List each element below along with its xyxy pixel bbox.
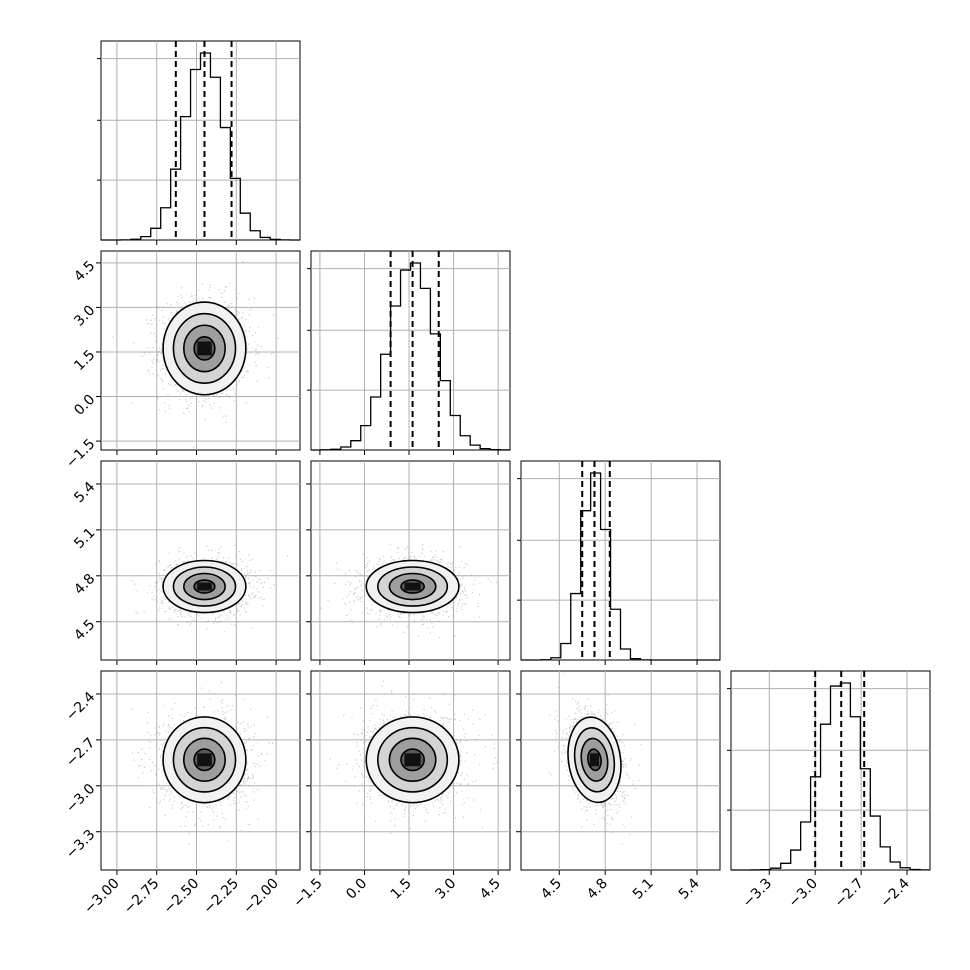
contour-line <box>162 559 247 614</box>
contour-line <box>400 579 425 594</box>
contour-line <box>365 559 460 614</box>
contour-line <box>193 748 216 772</box>
x-tick-label: −2.7 <box>832 876 867 911</box>
panel-1-0: −1.5 0.0 1.5 3.0 4.5 <box>63 250 301 471</box>
x-tick-label: −3.00 <box>81 876 123 918</box>
contour-line <box>182 572 226 601</box>
y-tick-label: 0.0 <box>71 392 98 419</box>
contour-line <box>573 727 616 793</box>
panel-1-1 <box>307 250 511 455</box>
x-tick-label: −3.0 <box>786 876 821 911</box>
contour-line <box>162 716 247 804</box>
x-tick-label: 3.0 <box>432 876 459 903</box>
x-tick-label: 5.1 <box>630 876 657 903</box>
density-core <box>589 753 600 767</box>
y-tick-label: −2.4 <box>63 689 98 724</box>
x-tick-label: −1.5 <box>290 876 325 911</box>
sample-points <box>329 680 498 834</box>
y-tick-label: 5.1 <box>71 525 98 552</box>
contour-line <box>182 737 226 783</box>
y-tick-label: 4.8 <box>71 571 98 598</box>
panel-0-0 <box>97 40 301 245</box>
contour-line <box>182 324 226 373</box>
sample-points <box>131 544 289 633</box>
contour-line <box>580 737 609 782</box>
histogram-0 <box>101 52 300 241</box>
x-tick-label: 5.4 <box>676 875 703 902</box>
x-tick-label: −2.00 <box>240 876 282 918</box>
panel-2-0: 4.5 4.8 5.1 5.4 <box>71 460 301 665</box>
x-tick-label: −2.75 <box>121 876 163 918</box>
x-tick-label: −3.3 <box>740 876 775 911</box>
contour-line <box>193 579 216 594</box>
panel-2-1 <box>306 460 511 665</box>
panel-3-0: −3.00−2.75−2.50−2.25−2.00 −3.3 −3.0 −2.7 −2.… <box>63 670 301 918</box>
density-core <box>404 753 421 767</box>
contour-line <box>162 301 247 396</box>
x-tick-label: −2.50 <box>161 876 203 918</box>
contour-line <box>193 336 216 361</box>
y-tick-label: −2.7 <box>63 735 98 770</box>
y-tick-label: 3.0 <box>71 302 98 329</box>
panel-3-2: 4.5 4.8 5.1 5.4 <box>516 670 721 903</box>
x-tick-label: −2.4 <box>878 875 913 910</box>
histogram-3 <box>731 682 930 871</box>
contour-line <box>377 726 449 793</box>
histogram-1 <box>311 262 510 451</box>
x-tick-label: 4.8 <box>584 876 611 903</box>
x-tick-label: 4.5 <box>538 876 565 903</box>
contour-line <box>587 748 602 772</box>
contour-line <box>365 716 460 804</box>
y-tick-label: −1.5 <box>63 436 98 471</box>
contour-line <box>172 312 237 384</box>
y-tick-label: 1.5 <box>71 347 98 374</box>
y-tick-label: 5.4 <box>71 479 98 506</box>
sample-points <box>131 681 274 845</box>
y-tick-label: −3.0 <box>63 781 98 816</box>
panel-2-2 <box>517 460 721 665</box>
contour-line <box>172 726 237 793</box>
contour-line <box>388 737 437 783</box>
contour-line <box>388 572 437 601</box>
x-tick-label: −2.25 <box>200 876 242 918</box>
x-tick-label: 4.5 <box>477 876 504 903</box>
y-tick-label: −3.3 <box>63 827 98 862</box>
panel-3-1: −1.5 0.0 1.5 3.0 4.5 <box>290 670 511 911</box>
density-core <box>197 341 212 356</box>
contour-line <box>377 566 449 607</box>
density-core <box>197 753 212 767</box>
panel-3-3: −3.3 −3.0 −2.7 −2.4 <box>727 670 931 911</box>
density-core <box>197 582 212 591</box>
contour-line <box>400 748 425 772</box>
histogram-2 <box>521 472 720 661</box>
contour-line <box>172 566 237 607</box>
y-tick-label: 4.5 <box>71 258 98 285</box>
x-tick-label: 0.0 <box>343 876 370 903</box>
y-tick-label: 4.5 <box>71 617 98 644</box>
density-core <box>404 582 421 591</box>
contour-line <box>567 716 622 804</box>
x-tick-label: 1.5 <box>388 876 415 903</box>
